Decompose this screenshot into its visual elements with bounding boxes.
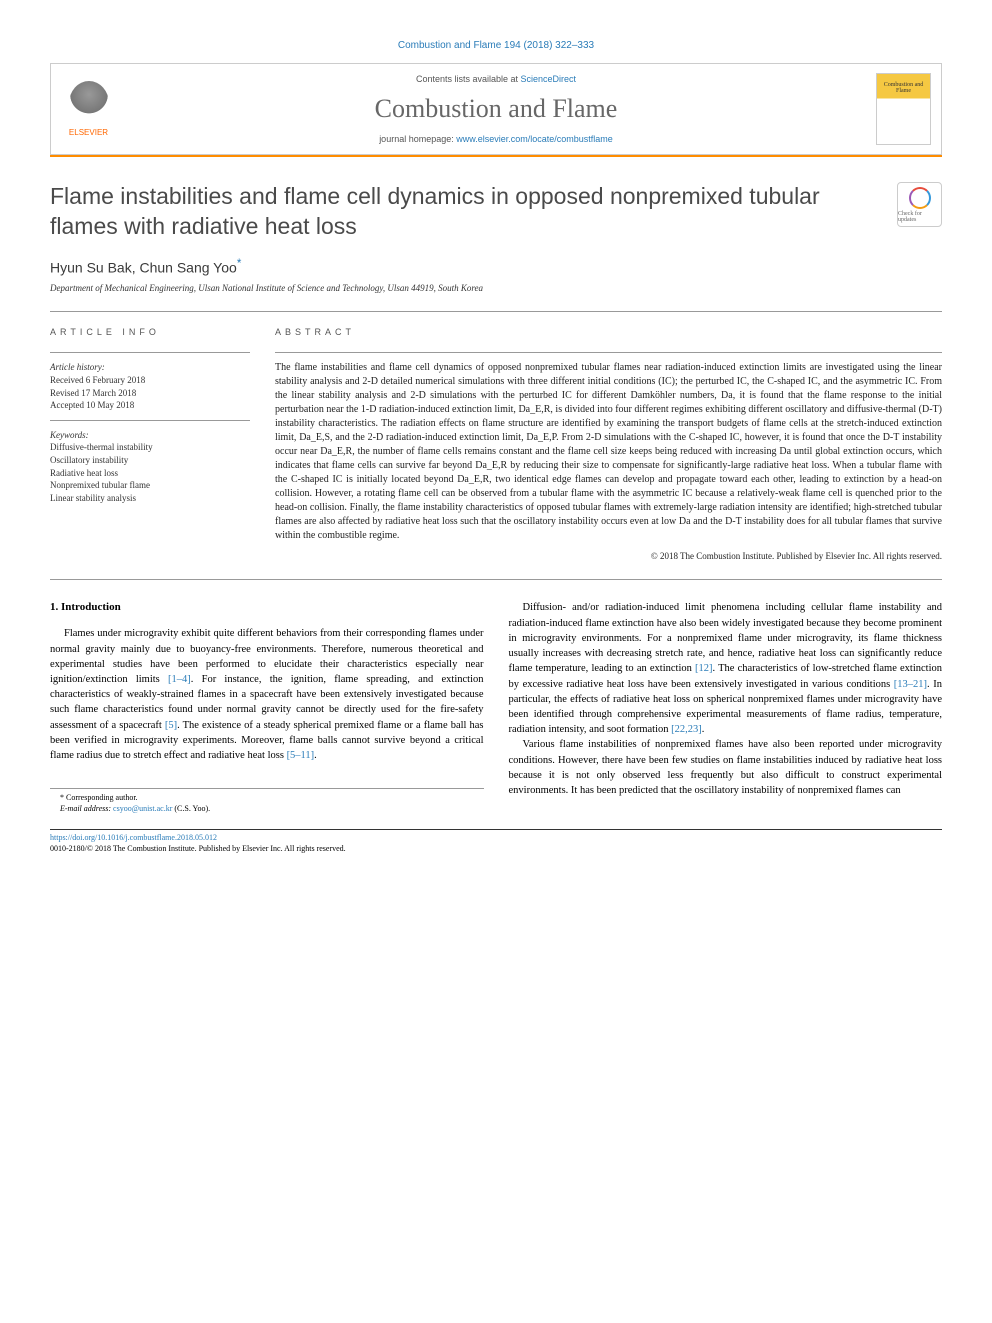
keyword: Linear stability analysis [50,492,250,505]
body-column-left: 1. Introduction Flames under microgravit… [50,600,484,814]
keyword: Diffusive-thermal instability [50,441,250,454]
sciencedirect-link[interactable]: ScienceDirect [521,74,577,84]
article-title: Flame instabilities and flame cell dynam… [50,182,877,242]
citation-link[interactable]: [22,23] [671,724,702,735]
journal-homepage-link[interactable]: www.elsevier.com/locate/combustflame [456,134,613,144]
body-two-column: 1. Introduction Flames under microgravit… [50,600,942,814]
section-divider [50,311,942,312]
author-email-link[interactable]: csyoo@unist.ac.kr [113,804,172,813]
journal-cover-box: Combustion and Flame [866,64,941,154]
received-date: Received 6 February 2018 [50,374,250,387]
body-paragraph: Flames under microgravity exhibit quite … [50,626,484,763]
citation-link[interactable]: [12] [695,663,713,674]
history-label: Article history: [50,361,250,374]
header-accent-bar [50,155,942,157]
section-heading-introduction: 1. Introduction [50,600,484,616]
keyword: Radiative heat loss [50,467,250,480]
citation-link[interactable]: [1–4] [168,674,191,685]
accepted-date: Accepted 10 May 2018 [50,399,250,412]
publisher-logo-box: ELSEVIER [51,64,126,154]
author-list: Hyun Su Bak, Chun Sang Yoo* [50,257,942,276]
keywords-label: Keywords: [50,429,250,442]
corresponding-author-mark: * [237,257,242,270]
body-column-right: Diffusion- and/or radiation-induced limi… [509,600,943,814]
email-line: E-mail address: csyoo@unist.ac.kr (C.S. … [50,804,484,814]
article-info-label: ARTICLE INFO [50,327,250,337]
affiliation: Department of Mechanical Engineering, Ul… [50,283,942,293]
citation-link[interactable]: [5–11] [287,750,315,761]
citation-line: Combustion and Flame 194 (2018) 322–333 [50,40,942,51]
body-paragraph: Various flame instabilities of nonpremix… [509,737,943,798]
citation-link[interactable]: [5] [165,720,177,731]
article-info-column: ARTICLE INFO Article history: Received 6… [50,327,250,561]
abstract-label: ABSTRACT [275,327,942,337]
keyword: Nonpremixed tubular flame [50,479,250,492]
corresponding-author-note: * Corresponding author. [50,793,484,803]
journal-homepage-line: journal homepage: www.elsevier.com/locat… [136,134,856,144]
revised-date: Revised 17 March 2018 [50,387,250,400]
abstract-column: ABSTRACT The flame instabilities and fla… [275,327,942,561]
keyword: Oscillatory instability [50,454,250,467]
elsevier-logo[interactable]: ELSEVIER [59,74,118,144]
citation-link[interactable]: [13–21] [894,679,927,690]
journal-cover-thumbnail[interactable]: Combustion and Flame [876,73,931,145]
journal-name: Combustion and Flame [136,94,856,124]
crossmark-icon [909,187,931,209]
contents-available-line: Contents lists available at ScienceDirec… [136,74,856,84]
body-paragraph: Diffusion- and/or radiation-induced limi… [509,600,943,737]
crossmark-badge[interactable]: Check for updates [897,182,942,227]
doi-link[interactable]: https://doi.org/10.1016/j.combustflame.2… [50,833,217,842]
section-divider [50,579,942,580]
issn-copyright-line: 0010-2180/© 2018 The Combustion Institut… [50,844,346,853]
page-footer: https://doi.org/10.1016/j.combustflame.2… [50,829,942,854]
journal-header: ELSEVIER Contents lists available at Sci… [50,63,942,155]
abstract-text: The flame instabilities and flame cell d… [275,361,942,543]
abstract-copyright: © 2018 The Combustion Institute. Publish… [275,551,942,561]
footnote-block: * Corresponding author. E-mail address: … [50,788,484,814]
